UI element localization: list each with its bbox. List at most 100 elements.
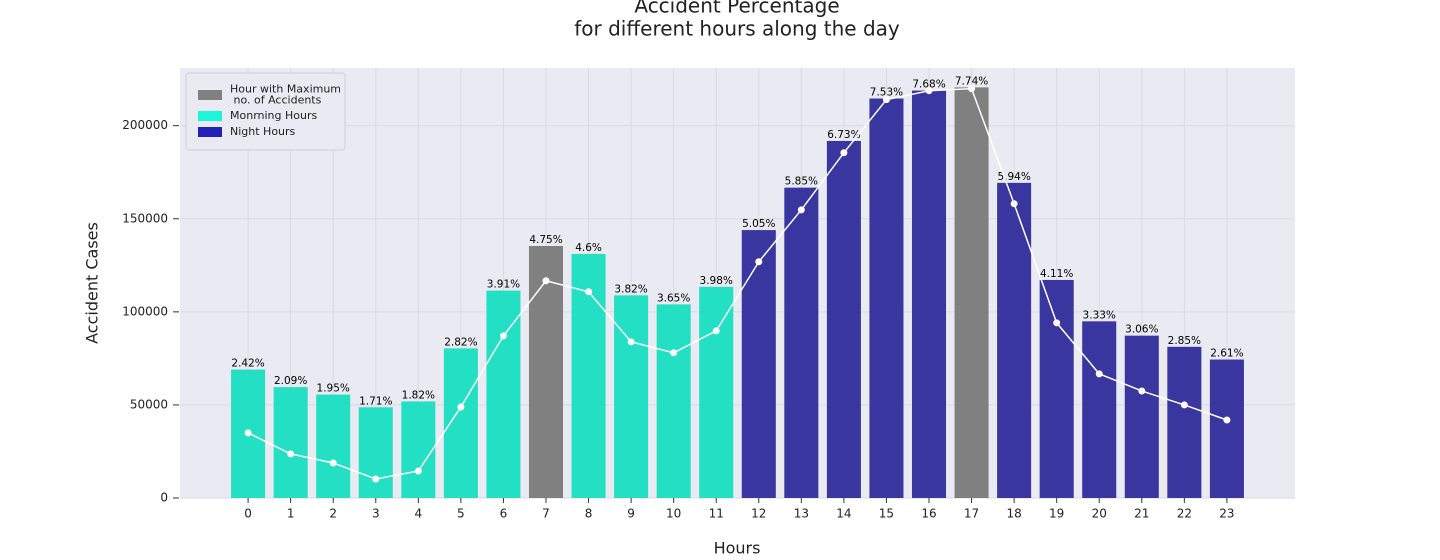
line-point: [712, 327, 720, 335]
bar-label: 3.33%: [1083, 309, 1116, 321]
bar: [741, 230, 776, 499]
bar-label: 3.82%: [614, 283, 647, 295]
line-point: [1053, 319, 1061, 327]
bar: [911, 90, 947, 498]
x-tick-label: 22: [1177, 507, 1192, 521]
line-point: [372, 475, 380, 483]
bar-label: 7.74%: [955, 75, 988, 87]
bar-label: 2.82%: [444, 336, 477, 348]
x-axis-label: Hours: [714, 539, 761, 558]
x-tick-label: 2: [329, 507, 337, 521]
bar: [997, 182, 1032, 498]
y-tick-label: 0: [160, 491, 168, 505]
bar-label: 1.82%: [402, 389, 435, 401]
bar-label: 1.95%: [317, 383, 350, 395]
bar: [1124, 335, 1159, 498]
bar: [826, 140, 861, 498]
bar: [443, 348, 478, 498]
legend-swatch: [198, 90, 222, 100]
bar-label: 4.6%: [575, 242, 602, 254]
legend: Hour with Maximum no. of Accidents Monrni…: [185, 72, 346, 151]
legend-label: no. of Accidents: [230, 94, 322, 107]
line-point: [244, 429, 252, 437]
line: [247, 87, 1228, 480]
legend-label: Hour with Maximum: [230, 83, 341, 96]
line-point: [627, 338, 635, 346]
bar: [358, 407, 393, 498]
bar-label: 3.65%: [657, 292, 690, 304]
y-tick-label: 50000: [130, 397, 168, 411]
bar: [1209, 359, 1244, 498]
x-tick-label: 20: [1092, 507, 1107, 521]
bar-label: 3.98%: [700, 275, 733, 287]
chart-subtitle: for different hours along the day: [574, 17, 900, 41]
bar-label: 7.53%: [870, 87, 903, 99]
x-tick-label: 7: [542, 507, 550, 521]
legend-box: [185, 72, 346, 151]
bar: [1039, 279, 1074, 498]
bar: [401, 401, 436, 498]
x-tick-label: 17: [964, 507, 979, 521]
x-tick-label: 12: [751, 507, 766, 521]
bar: [656, 304, 691, 498]
line-point: [840, 149, 848, 157]
line-point: [755, 258, 763, 266]
x-tick-label: 6: [500, 507, 508, 521]
bar-label: 2.61%: [1210, 348, 1243, 360]
bar-label: 3.06%: [1125, 324, 1158, 336]
y-tick-label: 150000: [122, 211, 168, 225]
legend-label: Monrning Hours: [230, 109, 317, 122]
x-tick-label: 21: [1134, 507, 1149, 521]
line-point: [457, 403, 465, 411]
x-tick-label: 3: [372, 507, 380, 521]
x-tick-label: 0: [244, 507, 252, 521]
x-tick-label: 23: [1219, 507, 1234, 521]
x-tick-label: 11: [709, 507, 724, 521]
bar: [486, 290, 521, 498]
x-tick-label: 8: [585, 507, 593, 521]
bar: [1082, 321, 1117, 498]
y-tick-label: 100000: [122, 304, 168, 318]
bar: [1167, 346, 1202, 498]
line-point: [1010, 200, 1018, 208]
bar-label: 4.11%: [1040, 268, 1073, 280]
bar-label: 7.68%: [912, 79, 945, 91]
line-point: [1180, 401, 1188, 409]
line-point: [670, 349, 678, 357]
bar-label: 4.75%: [529, 234, 562, 246]
x-tick-label: 5: [457, 507, 465, 521]
bar-label: 3.91%: [487, 279, 520, 291]
line-point: [414, 467, 422, 475]
x-tick-label: 14: [836, 507, 851, 521]
x-tick-label: 19: [1049, 507, 1064, 521]
bar-label: 2.09%: [274, 375, 307, 387]
bar: [273, 387, 308, 498]
bar: [528, 246, 564, 498]
line-point: [499, 332, 507, 340]
legend-label: Night Hours: [230, 125, 296, 138]
line-point: [882, 96, 890, 104]
line-point: [542, 277, 550, 285]
x-tick-label: 13: [794, 507, 809, 521]
x-tick-label: 10: [666, 507, 681, 521]
line-point: [1095, 370, 1103, 378]
line-point: [925, 87, 933, 95]
line-point: [1138, 387, 1146, 395]
bar-label: 5.85%: [785, 176, 818, 188]
line-point: [329, 459, 337, 467]
chart-title: Accident Percentage: [634, 0, 839, 18]
x-tick-label: 1: [287, 507, 295, 521]
bar: [954, 87, 989, 498]
line-point: [585, 288, 593, 296]
y-tick-label: 200000: [122, 118, 168, 132]
bar: [869, 98, 904, 498]
line-point: [968, 85, 976, 93]
bar-label: 6.73%: [827, 129, 860, 141]
bar: [614, 295, 649, 498]
line-point: [287, 450, 295, 458]
bar: [699, 286, 734, 498]
bar: [784, 187, 819, 498]
line-point: [1223, 416, 1231, 424]
bar-label: 2.42%: [231, 358, 264, 370]
